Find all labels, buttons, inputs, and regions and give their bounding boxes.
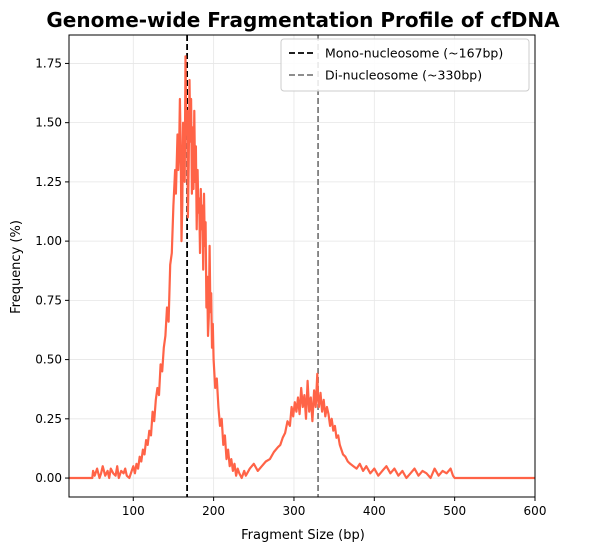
legend-label: Di-nucleosome (~330bp) [325,68,482,83]
x-axis-ticks: 100 200 300 400 500 600 [122,497,547,518]
legend-label: Mono-nucleosome (~167bp) [325,46,503,61]
legend: Mono-nucleosome (~167bp) Di-nucleosome (~… [280,38,530,92]
x-tick-label: 500 [443,504,466,518]
frequency-line [69,55,535,480]
x-tick-label: 600 [524,504,547,518]
y-axis-ticks: 0.00 0.25 0.50 0.75 1.00 1.25 1.50 1.75 [35,56,69,485]
y-tick-label: 1.50 [35,116,62,130]
y-tick-label: 0.25 [35,412,62,426]
y-tick-label: 0.50 [35,353,62,367]
series-layer [69,55,535,480]
y-tick-label: 0.75 [35,293,62,307]
x-tick-label: 200 [202,504,225,518]
x-tick-label: 400 [363,504,386,518]
y-tick-label: 1.25 [35,175,62,189]
x-tick-label: 100 [122,504,145,518]
chart-title: Genome-wide Fragmentation Profile of cfD… [46,8,560,32]
y-tick-label: 1.00 [35,234,62,248]
y-tick-label: 0.00 [35,471,62,485]
plot-frame [68,34,536,498]
legend-box [280,38,530,92]
x-tick-label: 300 [283,504,306,518]
y-tick-label: 1.75 [35,56,62,70]
y-axis-label: Frequency (%) [9,220,24,314]
x-axis-label: Fragment Size (bp) [241,528,365,543]
